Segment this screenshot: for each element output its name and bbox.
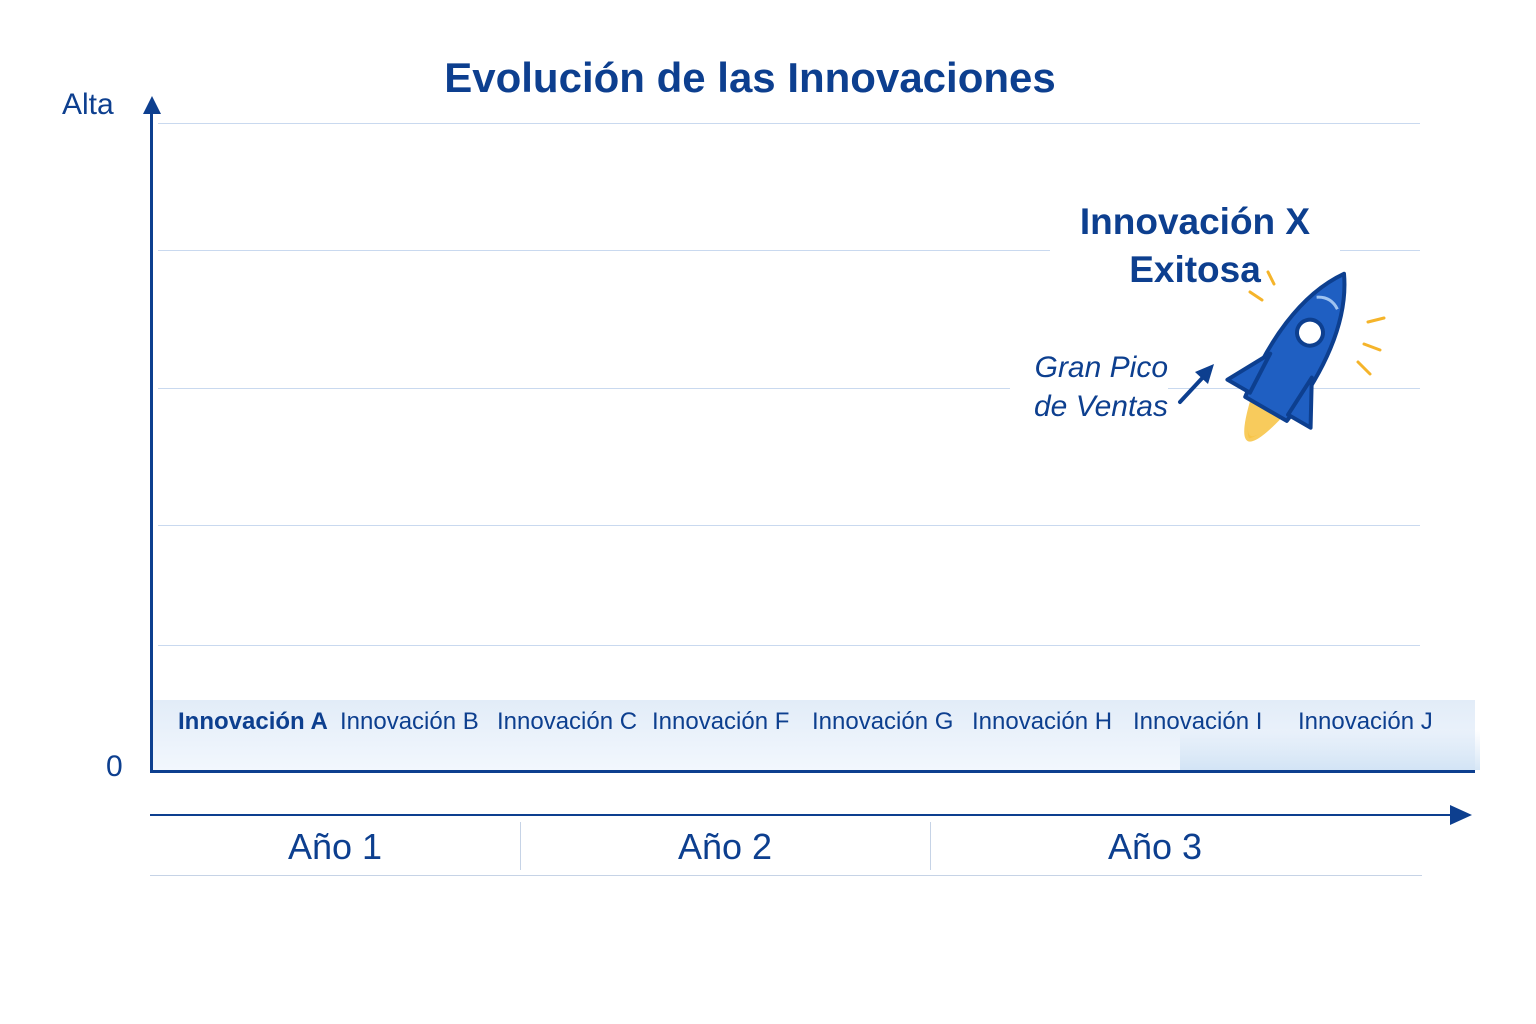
success-annotation-line-1: Innovación X	[1079, 201, 1311, 242]
gridline	[158, 250, 1420, 251]
innovation-label: Innovación B	[340, 708, 479, 735]
gridline	[158, 645, 1420, 646]
innovation-label: Innovación G	[812, 708, 954, 735]
innovation-label: Innovación I	[1133, 708, 1263, 735]
y-axis-arrow-icon	[143, 96, 161, 114]
gridline	[158, 388, 1420, 389]
time-axis-baseline	[150, 875, 1422, 876]
time-axis-line	[150, 814, 1450, 816]
x-axis-line	[150, 770, 1475, 773]
innovation-label: Innovación H	[972, 708, 1113, 735]
peak-glow	[1180, 730, 1480, 770]
gridline	[158, 525, 1420, 526]
chart-title: Evolución de las Innovaciones	[444, 54, 1056, 101]
gridline	[158, 123, 1420, 124]
peak-arrow-icon	[1178, 364, 1214, 404]
time-axis-arrow-icon	[1450, 805, 1472, 825]
y-axis-line	[150, 110, 153, 773]
period-separator	[930, 822, 931, 870]
peak-annotation: Gran Pico de Ventas	[1010, 348, 1168, 426]
peak-annotation-line-1: Gran Pico	[1034, 351, 1168, 384]
y-axis-zero-label: 0	[106, 750, 123, 783]
success-annotation: Innovación X Exitosa	[1050, 198, 1340, 294]
innovation-label: Innovación J	[1298, 708, 1433, 735]
period-separator	[520, 822, 521, 870]
innovation-label: Innovación F	[652, 708, 790, 735]
period-label: Año 2	[677, 826, 773, 867]
innovation-label: Innovación A	[178, 708, 328, 735]
peak-annotation-line-2: de Ventas	[1034, 390, 1168, 423]
period-label: Año 3	[1107, 826, 1203, 867]
success-annotation-line-2: Exitosa	[1129, 249, 1261, 290]
innovation-label: Innovación C	[497, 708, 638, 735]
period-label: Año 1	[287, 826, 383, 867]
y-axis-max-label: Alta	[62, 88, 114, 121]
